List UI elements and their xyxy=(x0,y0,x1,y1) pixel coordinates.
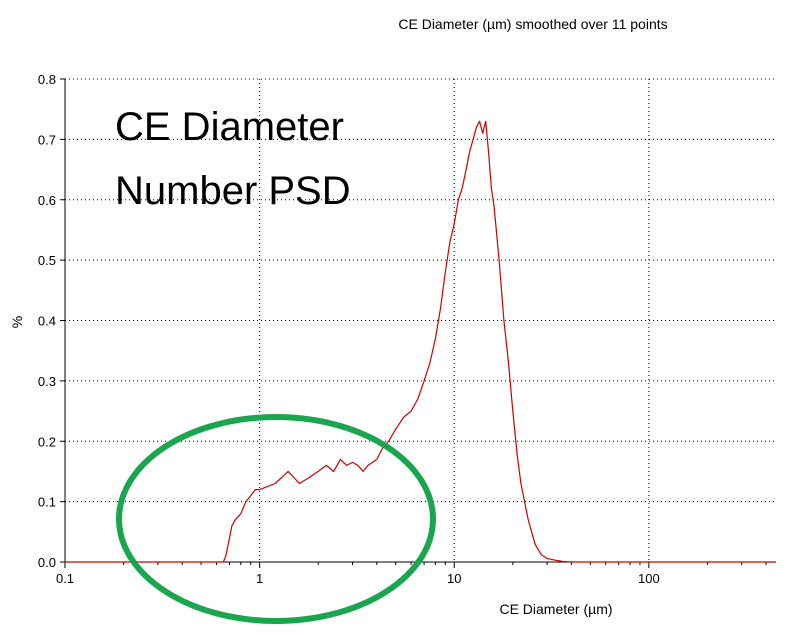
y-axis-title: % xyxy=(9,316,25,328)
annotation-line-1: CE Diameter xyxy=(115,105,344,149)
gridlines xyxy=(65,78,776,562)
series-layer xyxy=(65,120,776,563)
axes xyxy=(60,78,776,568)
y-tick-label: 0.0 xyxy=(38,555,56,570)
x-tick-label: 1 xyxy=(256,571,263,586)
y-tick-label: 0.8 xyxy=(38,72,56,87)
x-tick-label: 100 xyxy=(638,571,660,586)
x-axis-title: CE Diameter (µm) xyxy=(499,601,612,617)
x-tick-label: 0.1 xyxy=(56,571,74,586)
y-tick-label: 0.5 xyxy=(38,253,56,268)
y-tick-label: 0.1 xyxy=(38,495,56,510)
y-tick-label: 0.3 xyxy=(38,374,56,389)
series-line xyxy=(65,120,776,563)
highlight-ellipse xyxy=(116,414,436,624)
y-tick-label: 0.2 xyxy=(38,434,56,449)
chart-title: CE Diameter (µm) smoothed over 11 points xyxy=(398,16,667,32)
y-tick-label: 0.7 xyxy=(38,132,56,147)
x-tick-label: 10 xyxy=(447,571,461,586)
annotation-line-2: Number PSD xyxy=(115,169,351,213)
tick-labels: 0.00.10.20.30.40.50.60.70.80.1 1 10 100 xyxy=(38,72,660,586)
y-tick-label: 0.6 xyxy=(38,193,56,208)
y-tick-label: 0.4 xyxy=(38,314,56,329)
